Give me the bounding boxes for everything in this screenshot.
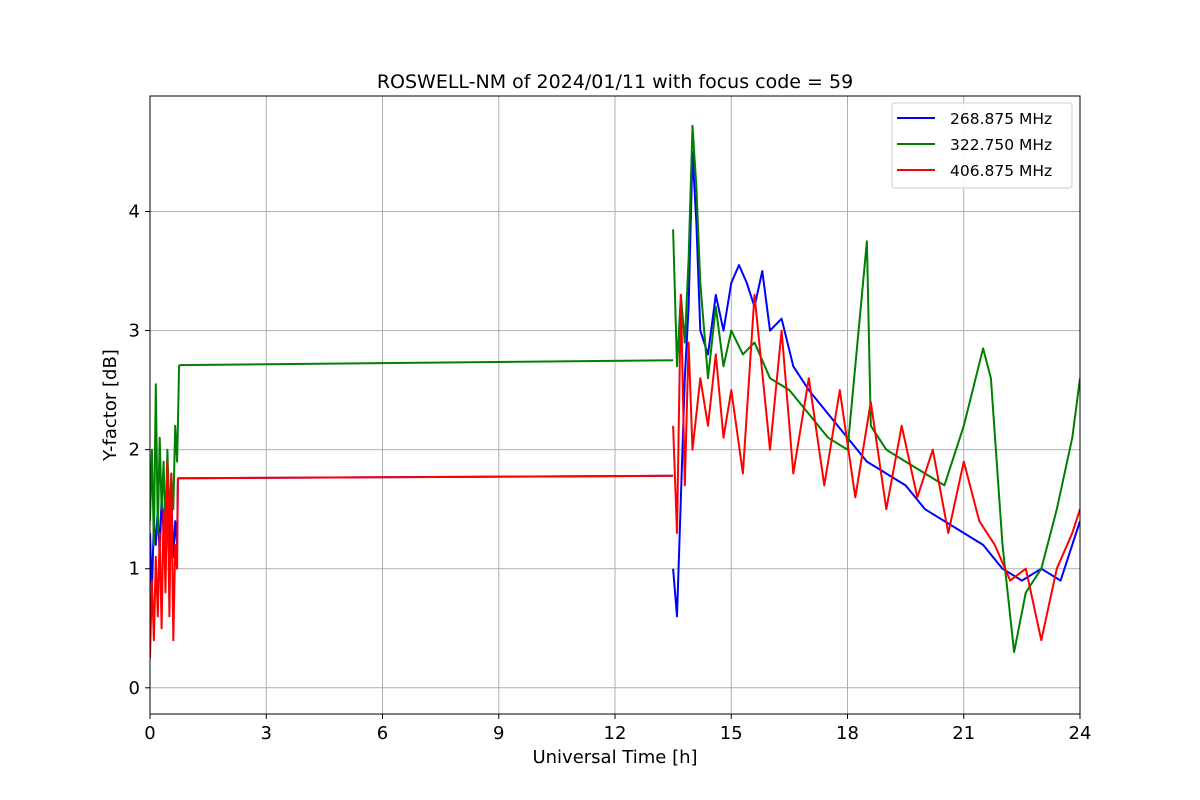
x-axis-ticks: 0 3 6 9 12 15 18 21 24 [144, 714, 1091, 744]
x-tick-label: 15 [720, 723, 743, 744]
legend-label-0: 268.875 MHz [950, 110, 1052, 128]
legend: 268.875 MHz 322.750 MHz 406.875 MHz [891, 102, 1073, 189]
series-line-2-1 [177, 474, 674, 480]
y-tick-label: 4 [129, 202, 140, 223]
y-tick-label: 2 [129, 440, 140, 461]
series-line-2-2 [672, 293, 1080, 642]
legend-label-2: 406.875 MHz [950, 162, 1052, 180]
series-line-0-2 [672, 151, 1080, 618]
y-axis-label: Y-factor [dB] [100, 349, 121, 462]
series-layer [150, 124, 1080, 659]
y-axis-ticks: 0 1 2 3 4 [129, 202, 150, 699]
x-tick-label: 6 [377, 723, 388, 744]
x-tick-label: 9 [493, 723, 504, 744]
y-tick-label: 3 [129, 321, 140, 342]
y-tick-label: 0 [129, 678, 140, 699]
x-tick-label: 12 [604, 723, 627, 744]
x-tick-label: 24 [1069, 723, 1092, 744]
series-2 [150, 293, 1080, 659]
series-line-1-2 [672, 124, 1080, 654]
chart-title: ROSWELL-NM of 2024/01/11 with focus code… [377, 71, 853, 93]
series-line-2-0 [150, 460, 179, 659]
x-tick-label: 3 [261, 723, 272, 744]
legend-box [891, 102, 1073, 189]
x-tick-label: 0 [144, 723, 155, 744]
grid-lines [149, 96, 1081, 714]
x-axis-label: Universal Time [h] [532, 747, 697, 768]
legend-label-1: 322.750 MHz [950, 136, 1052, 154]
y-tick-label: 1 [129, 559, 140, 580]
series-line-1-1 [179, 359, 674, 367]
x-tick-label: 21 [952, 723, 975, 744]
x-tick-label: 18 [836, 723, 859, 744]
